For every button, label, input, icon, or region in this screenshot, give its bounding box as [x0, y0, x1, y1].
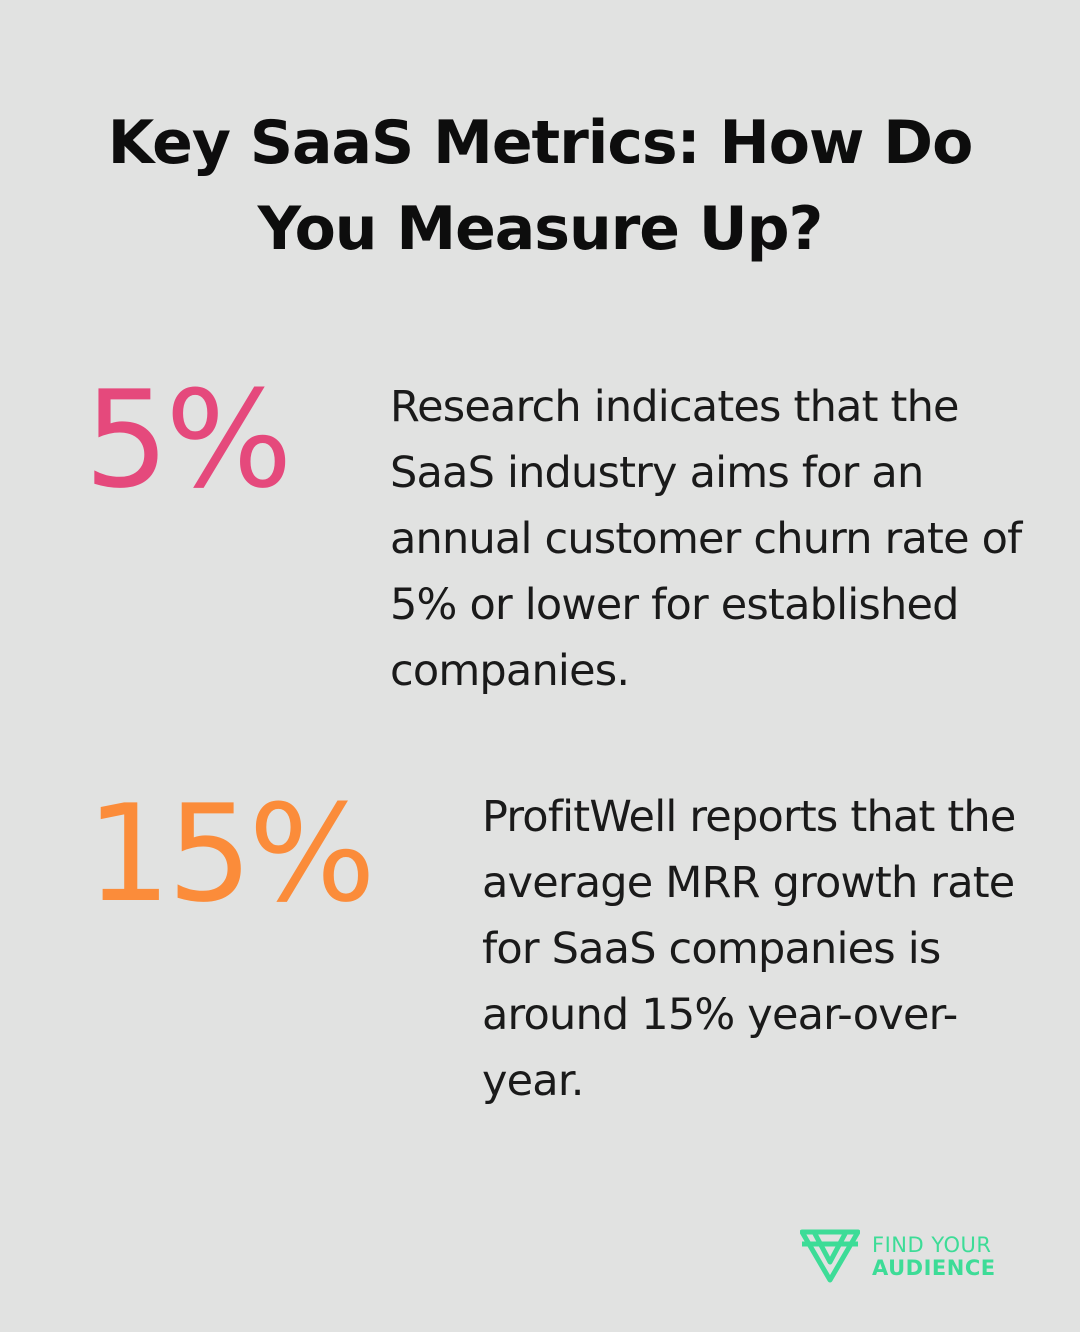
stat-growth-description: ProfitWell reports that the average MRR … — [482, 792, 1016, 1106]
triangle-logo-icon — [800, 1229, 860, 1283]
stat-growth-value: 15% — [86, 776, 376, 932]
page-title: Key SaaS Metrics: How Do You Measure Up? — [107, 108, 974, 264]
stat-churn-value: 5% — [84, 362, 293, 518]
brand-name-line1: FIND YOUR — [872, 1233, 992, 1257]
stat-churn-description: Research indicates that the SaaS industr… — [390, 382, 1022, 696]
brand-name-line2: AUDIENCE — [872, 1256, 996, 1280]
brand-logo: FIND YOUR AUDIENCE — [800, 1226, 1040, 1286]
